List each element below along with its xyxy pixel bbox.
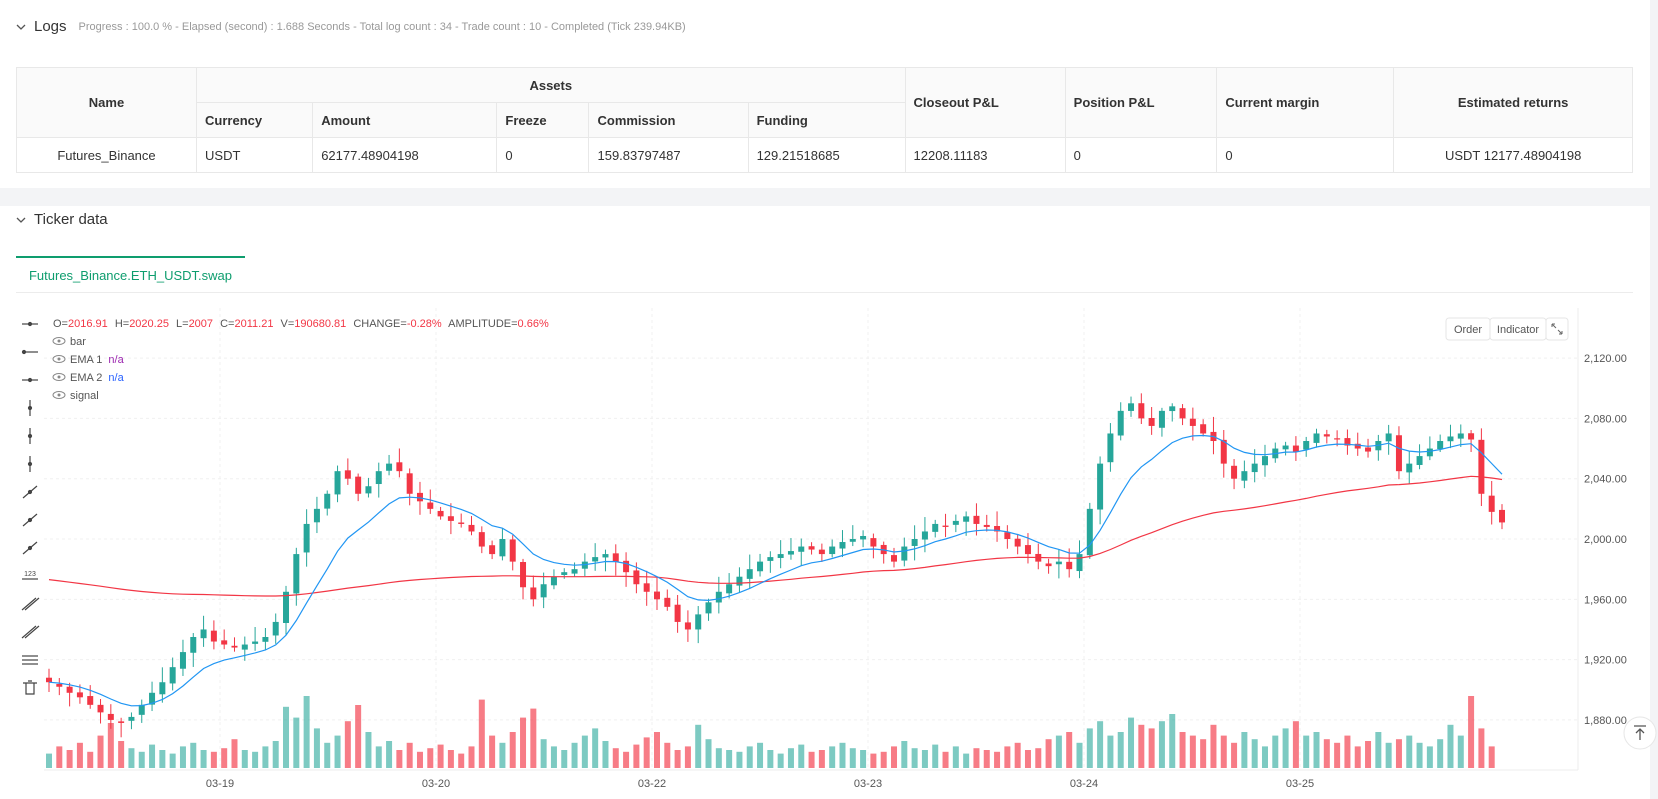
header-funding: Funding — [747, 102, 906, 138]
header-currency: Currency — [196, 102, 314, 138]
cell-returns: USDT 12177.48904198 — [1393, 137, 1633, 173]
tab-divider — [16, 292, 1633, 293]
chevron-down-icon[interactable] — [16, 215, 26, 225]
chevron-down-icon[interactable] — [16, 22, 26, 32]
ticker-title: Ticker data — [34, 211, 108, 228]
cell-currency: USDT — [196, 137, 314, 173]
cell-amount: 62177.48904198 — [312, 137, 498, 173]
header-amount: Amount — [312, 102, 498, 138]
logs-summary: Progress : 100.0 % - Elapsed (second) : … — [78, 20, 686, 33]
cell-commission: 159.83797487 — [588, 137, 749, 173]
cell-closeout: 12208.11183 — [904, 137, 1066, 173]
cell-position: 0 — [1064, 137, 1218, 173]
header-freeze: Freeze — [496, 102, 590, 138]
cell-margin: 0 — [1216, 137, 1395, 173]
tab-eth-usdt-swap[interactable]: Futures_Binance.ETH_USDT.swap — [16, 256, 245, 293]
header-name: Name — [15, 67, 198, 138]
ticker-panel: Ticker data Futures_Binance.ETH_USDT.swa… — [0, 206, 1650, 799]
header-closeout: Closeout P&L — [904, 67, 1066, 138]
logs-title: Logs — [34, 18, 67, 35]
cell-name: Futures_Binance — [15, 137, 198, 173]
cell-freeze: 0 — [496, 137, 590, 173]
table-row: Futures_Binance USDT 62177.48904198 0 15… — [15, 137, 1633, 173]
header-commission: Commission — [588, 102, 749, 138]
ticker-header[interactable]: Ticker data — [16, 211, 108, 228]
header-returns: Estimated returns — [1393, 67, 1633, 138]
cell-funding: 129.21518685 — [747, 137, 906, 173]
assets-table: Name Assets Closeout P&L Position P&L Cu… — [15, 67, 1633, 173]
header-margin: Current margin — [1216, 67, 1395, 138]
logs-header[interactable]: Logs Progress : 100.0 % - Elapsed (secon… — [16, 18, 686, 35]
logs-panel: Logs Progress : 100.0 % - Elapsed (secon… — [0, 0, 1650, 188]
header-assets: Assets — [196, 67, 906, 103]
header-position: Position P&L — [1064, 67, 1218, 138]
